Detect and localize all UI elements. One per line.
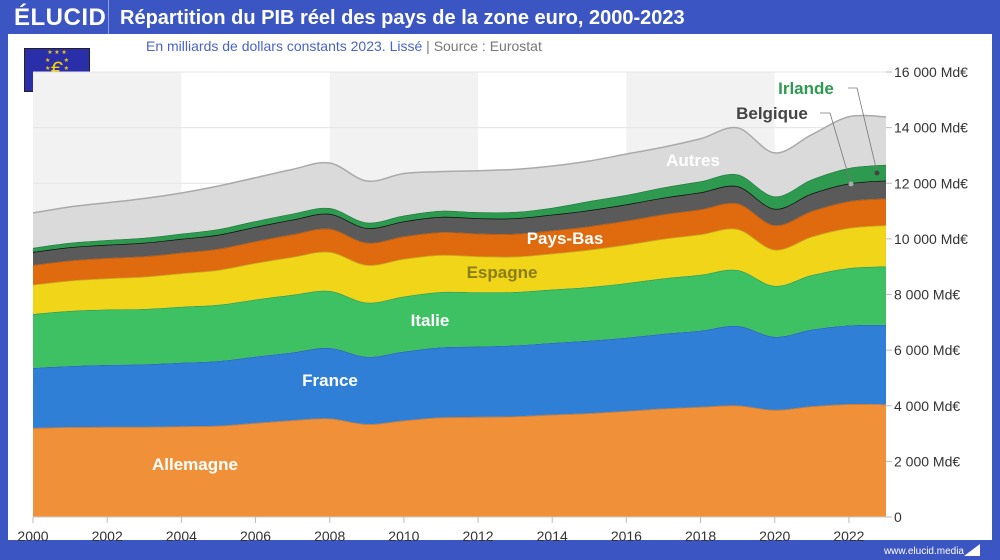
x-tick-label: 2014: [537, 528, 568, 544]
irlande-marker: [874, 170, 880, 176]
belgique-leader-line: [820, 112, 852, 185]
series-label-france: France: [302, 371, 358, 390]
y-tick-label: 8 000 Md€: [894, 287, 960, 303]
x-tick-label: 2012: [462, 528, 493, 544]
line-espagne: [32, 224, 887, 286]
area-allemagne: [33, 403, 886, 517]
x-tick-label: 2004: [166, 528, 197, 544]
series-label-italie: Italie: [411, 311, 450, 330]
subtitle-separator: |: [426, 38, 430, 54]
area-italie: [33, 266, 886, 368]
header: ÉLUCID Répartition du PIB réel des pays …: [0, 0, 1000, 34]
header-divider: [108, 0, 109, 34]
x-tick-label: 2010: [388, 528, 419, 544]
line-irlande: [32, 163, 887, 249]
series-label-espagne: Espagne: [467, 263, 538, 282]
belgique-marker: [848, 181, 854, 187]
chart-title: Répartition du PIB réel des pays de la z…: [120, 7, 685, 29]
area-france: [33, 324, 886, 428]
area-pays-bas: [33, 198, 886, 285]
line-pays-bas: [32, 197, 887, 266]
x-tick-label: 2022: [833, 528, 864, 544]
x-tick-label: 2000: [17, 528, 48, 544]
series-label-irlande: Irlande: [778, 79, 834, 98]
y-tick-label: 6 000 Md€: [894, 342, 960, 358]
x-tick-label: 2002: [92, 528, 123, 544]
y-tick-label: 0: [894, 509, 902, 525]
y-tick-label: 12 000 Md€: [894, 175, 968, 191]
elucid-logo: ÉLUCID: [14, 4, 107, 31]
source-text: Source : Eurostat: [433, 38, 542, 54]
chart-subtitle: En milliards de dollars constants 2023. …: [146, 38, 542, 54]
series-label-allemagne: Allemagne: [152, 455, 238, 474]
x-tick-label: 2016: [611, 528, 642, 544]
y-tick-label: 14 000 Md€: [894, 120, 968, 136]
area-espagne: [33, 225, 886, 314]
x-tick-label: 2018: [685, 528, 716, 544]
y-tick-label: 2 000 Md€: [894, 453, 960, 469]
series-label-pays-bas: Pays-Bas: [527, 229, 604, 248]
subtitle-text: En milliards de dollars constants 2023. …: [146, 38, 423, 54]
series-label-belgique: Belgique: [736, 104, 808, 123]
footer-url[interactable]: www.elucid.media: [883, 546, 964, 557]
irlande-leader-line: [848, 87, 878, 173]
series-label-autres: Autres: [666, 151, 720, 170]
y-tick-label: 10 000 Md€: [894, 231, 968, 247]
x-tick-label: 2020: [759, 528, 790, 544]
x-tick-label: 2008: [314, 528, 345, 544]
area-autres: [33, 115, 886, 248]
y-tick-label: 4 000 Md€: [894, 398, 960, 414]
line-italie: [32, 265, 887, 315]
x-tick-label: 2006: [240, 528, 271, 544]
line-autres: [32, 114, 887, 214]
area-irlande: [33, 164, 886, 252]
area-belgique: [33, 180, 886, 266]
corner-logo-icon: [964, 544, 980, 556]
y-tick-label: 16 000 Md€: [894, 64, 968, 80]
